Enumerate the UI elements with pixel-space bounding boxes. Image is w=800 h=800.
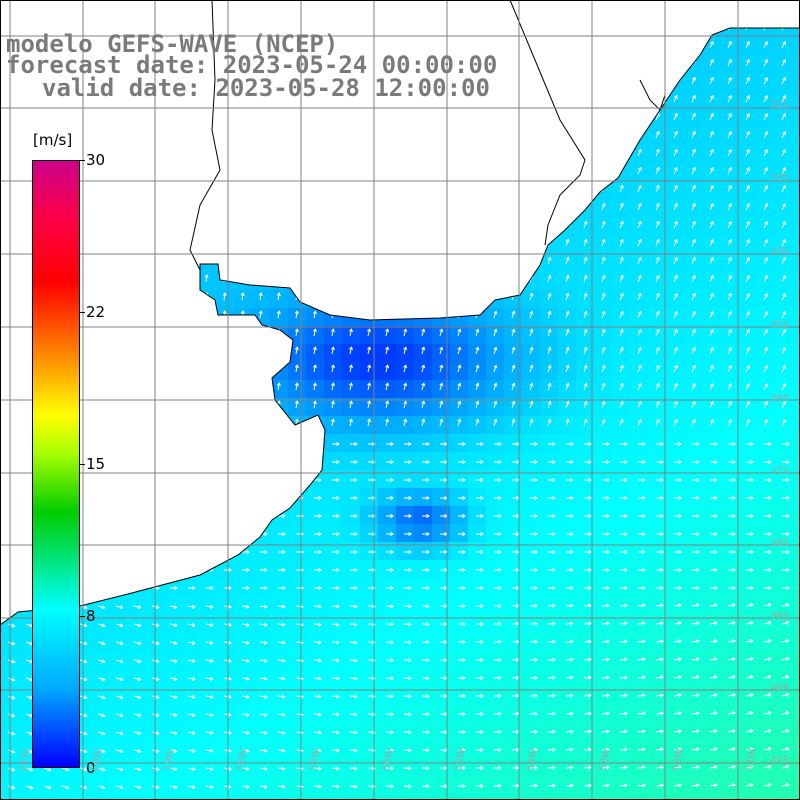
colorbar <box>32 160 80 768</box>
colorbar-unit: [m/s] <box>33 131 73 149</box>
colorbar-tick-mark <box>79 160 85 161</box>
colorbar-tick-22: 22 <box>86 303 106 321</box>
model-title: modelo GEFS-WAVE (NCEP) <box>6 30 339 58</box>
border-line <box>189 0 221 271</box>
colorbar-tick-mark <box>79 312 85 313</box>
colorbar-tick-mark <box>79 464 85 465</box>
lat-label: 38S <box>770 538 790 549</box>
colorbar-tick-15: 15 <box>86 455 106 473</box>
lat-label: 37S <box>770 466 790 477</box>
lat-label: 34S <box>770 246 790 257</box>
lagoon-line <box>639 79 666 111</box>
border-line <box>509 0 586 246</box>
wind-speed-field <box>0 28 800 800</box>
lat-label: 36S <box>770 393 790 404</box>
lat-label: 32S <box>770 100 790 111</box>
colorbar-tick-8: 8 <box>86 607 96 625</box>
lat-label: 35S <box>770 320 790 331</box>
valid-date: valid date: 2023-05-28 12:00:00 <box>42 74 490 102</box>
lat-label: 41S <box>770 755 790 766</box>
colorbar-tick-30: 30 <box>86 151 106 169</box>
colorbar-tick-mark <box>79 616 85 617</box>
colorbar-tick-0: 0 <box>86 759 96 777</box>
lat-label: 39S <box>770 611 790 622</box>
forecast-date: forecast date: 2023-05-24 00:00:00 <box>6 51 498 79</box>
coastline <box>0 27 800 800</box>
lat-label: 40S <box>770 683 790 694</box>
lat-label: 33S <box>770 173 790 184</box>
